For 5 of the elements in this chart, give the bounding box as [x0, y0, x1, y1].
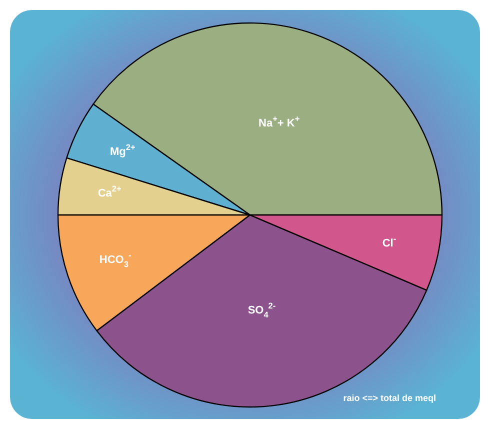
slice-label: Cl$^{-}$	[382, 234, 396, 250]
slice-label: Mg$^{2+}$	[110, 142, 136, 158]
slice-label: Ca$^{2+}$	[98, 184, 122, 200]
text: raio <=> total de meql	[343, 393, 436, 404]
slice-label: Na$^{+}$+ K$^{+}$	[258, 114, 300, 130]
